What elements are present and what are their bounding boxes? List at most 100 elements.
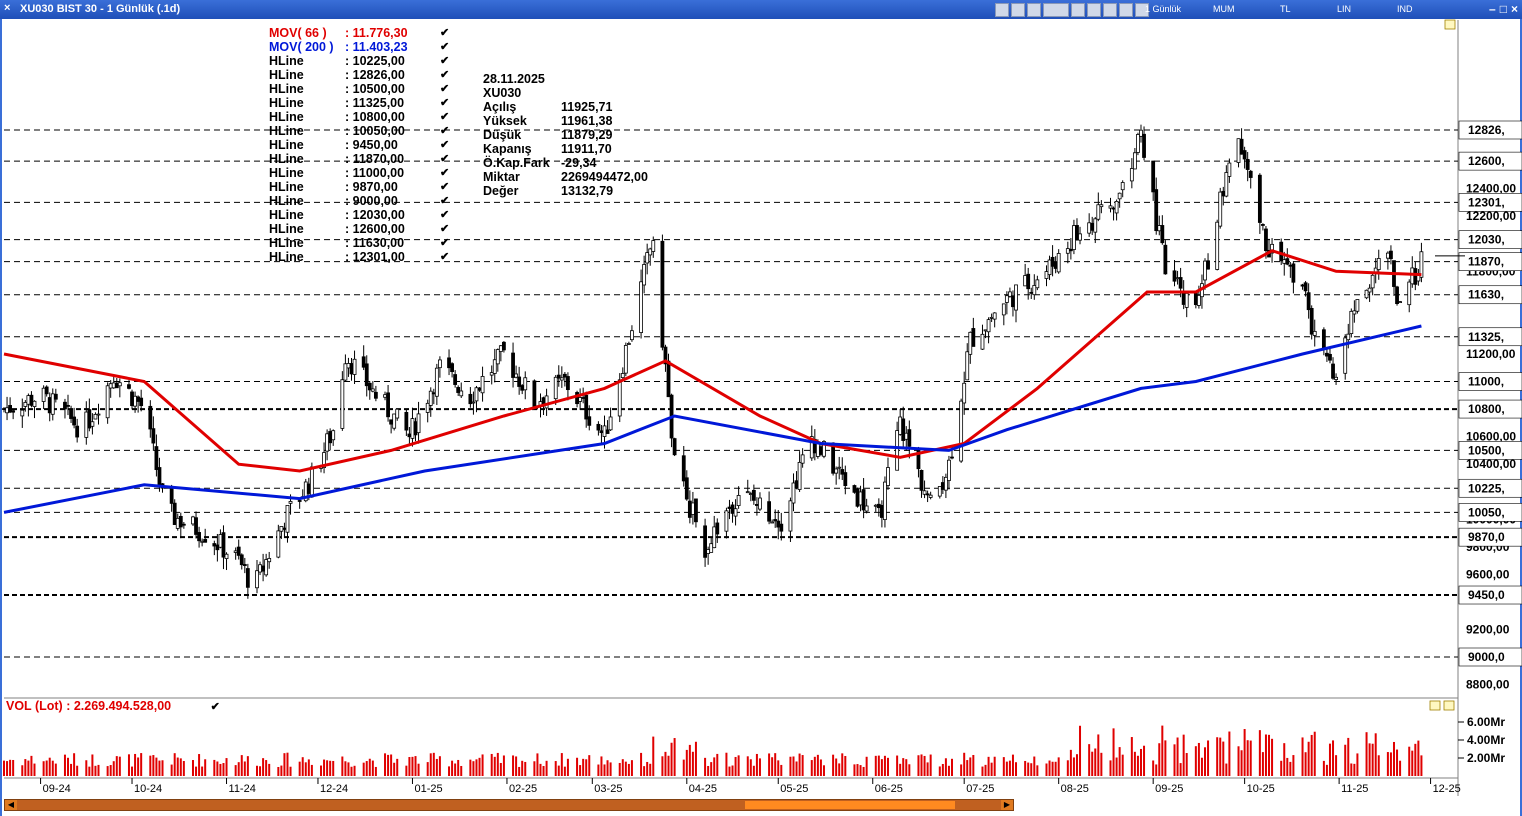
candle-body[interactable] xyxy=(1075,225,1079,240)
candle-body[interactable] xyxy=(876,503,881,509)
candle-body[interactable] xyxy=(581,397,586,399)
volume-bar[interactable] xyxy=(813,756,816,776)
candle-body[interactable] xyxy=(1242,150,1247,160)
candle-body[interactable] xyxy=(1023,275,1028,287)
candle-body[interactable] xyxy=(898,416,903,435)
candle-body[interactable] xyxy=(895,430,900,471)
volume-bar[interactable] xyxy=(1328,743,1331,776)
candle-body[interactable] xyxy=(770,521,775,524)
candle-body[interactable] xyxy=(800,454,805,464)
candle-body[interactable] xyxy=(1132,152,1137,170)
candle-body[interactable] xyxy=(1215,221,1220,270)
check-icon[interactable]: ✔ xyxy=(440,153,450,165)
volume-bar[interactable] xyxy=(682,759,685,776)
volume-bar[interactable] xyxy=(1313,731,1316,776)
candle-body[interactable] xyxy=(474,387,479,402)
volume-bar[interactable] xyxy=(259,766,262,776)
candle-body[interactable] xyxy=(431,392,436,395)
volume-bar[interactable] xyxy=(1002,757,1005,776)
candle-body[interactable] xyxy=(755,503,759,506)
candle-body[interactable] xyxy=(1056,253,1061,273)
volume-bar[interactable] xyxy=(929,754,932,776)
volume-bar[interactable] xyxy=(127,754,130,776)
volume-bar[interactable] xyxy=(1066,760,1069,776)
candle-body[interactable] xyxy=(843,472,848,487)
volume-bar[interactable] xyxy=(1176,737,1179,776)
volume-bar[interactable] xyxy=(6,761,9,776)
style-select[interactable]: MUM xyxy=(1213,4,1235,14)
candle-body[interactable] xyxy=(117,382,122,387)
volume-bar[interactable] xyxy=(438,756,441,776)
candle-body[interactable] xyxy=(745,491,750,494)
candle-body[interactable] xyxy=(1065,248,1070,254)
volume-bar[interactable] xyxy=(88,766,91,776)
volume-bar[interactable] xyxy=(368,758,371,776)
candle-body[interactable] xyxy=(687,500,692,518)
volume-bar[interactable] xyxy=(344,761,347,776)
candle-body[interactable] xyxy=(276,530,281,558)
candle-body[interactable] xyxy=(1306,292,1311,311)
candle-body[interactable] xyxy=(221,532,226,558)
check-icon[interactable]: ✔ xyxy=(440,209,450,221)
candle-body[interactable] xyxy=(886,467,890,486)
legend-hline[interactable]: HLine: 12030,00 ✔ xyxy=(269,208,452,222)
volume-bar[interactable] xyxy=(432,752,435,776)
volume-bar[interactable] xyxy=(109,765,112,776)
candle-body[interactable] xyxy=(1157,225,1162,232)
candle-body[interactable] xyxy=(672,438,677,456)
volume-bar[interactable] xyxy=(24,759,27,776)
legend-hline[interactable]: HLine: 9870,00 ✔ xyxy=(269,180,452,194)
panel-toggle-icon[interactable] xyxy=(1444,19,1456,30)
candle-body[interactable] xyxy=(151,428,156,444)
volume-bar[interactable] xyxy=(1408,746,1411,776)
candle-body[interactable] xyxy=(773,519,778,522)
candle-body[interactable] xyxy=(520,385,525,391)
candle-body[interactable] xyxy=(459,390,464,397)
volume-bar[interactable] xyxy=(835,758,838,776)
candle-body[interactable] xyxy=(947,459,951,481)
candle-body[interactable] xyxy=(651,240,656,252)
candle-body[interactable] xyxy=(447,357,451,369)
volume-bar[interactable] xyxy=(899,763,902,776)
candle-body[interactable] xyxy=(11,410,16,413)
candle-body[interactable] xyxy=(980,333,985,350)
volume-bar[interactable] xyxy=(1389,752,1392,776)
volume-bar[interactable] xyxy=(664,751,667,776)
volume-bar[interactable] xyxy=(670,742,673,776)
candle-body[interactable] xyxy=(544,395,549,409)
volume-bar[interactable] xyxy=(298,761,301,776)
candle-body[interactable] xyxy=(1245,158,1250,170)
volume-bar[interactable] xyxy=(554,761,557,776)
volume-bar[interactable] xyxy=(118,756,121,776)
candle-body[interactable] xyxy=(645,252,650,264)
scale-select[interactable]: LIN xyxy=(1337,4,1352,14)
candle-body[interactable] xyxy=(328,431,333,444)
candle-body[interactable] xyxy=(1087,222,1092,234)
candle-body[interactable] xyxy=(1285,258,1290,265)
volume-bar[interactable] xyxy=(1182,734,1185,776)
candle-body[interactable] xyxy=(986,319,991,333)
check-icon[interactable]: ✔ xyxy=(440,55,450,67)
legend-hline[interactable]: HLine: 11630,00 ✔ xyxy=(269,236,452,250)
candle-body[interactable] xyxy=(855,488,860,507)
volume-bar[interactable] xyxy=(993,756,996,776)
candle-body[interactable] xyxy=(279,526,284,532)
volume-bar[interactable] xyxy=(819,759,822,776)
volume-bar[interactable] xyxy=(780,764,783,776)
check-icon[interactable]: ✔ xyxy=(440,251,450,263)
volume-bar[interactable] xyxy=(1261,752,1264,776)
candle-body[interactable] xyxy=(587,416,592,426)
zoom-icon[interactable] xyxy=(1135,3,1149,17)
candle-body[interactable] xyxy=(267,558,272,563)
volume-bar[interactable] xyxy=(966,760,969,776)
volume-bar[interactable] xyxy=(536,753,539,776)
volume-bar[interactable] xyxy=(777,760,780,776)
volume-bar[interactable] xyxy=(1173,744,1176,776)
candle-body[interactable] xyxy=(852,485,857,493)
volume-bar[interactable] xyxy=(984,764,987,776)
volume-bar[interactable] xyxy=(874,755,877,776)
volume-bar[interactable] xyxy=(1118,747,1121,776)
candle-body[interactable] xyxy=(416,413,421,434)
candle-body[interactable] xyxy=(968,331,973,355)
volume-bar[interactable] xyxy=(1225,763,1228,776)
